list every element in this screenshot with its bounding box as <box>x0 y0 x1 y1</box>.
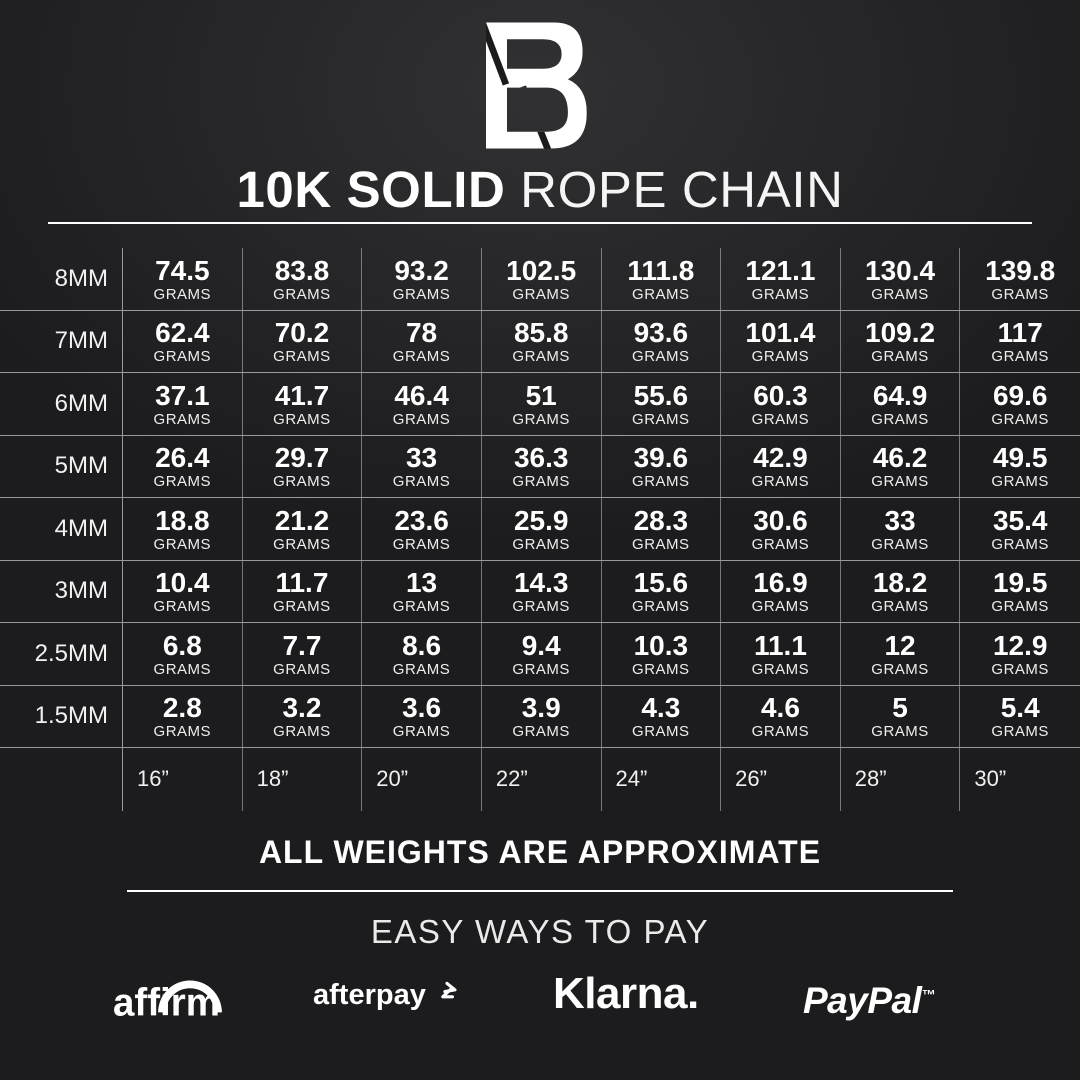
svg-text:afterpay: afterpay <box>313 979 426 1011</box>
svg-text:affirm: affirm <box>113 982 220 1025</box>
